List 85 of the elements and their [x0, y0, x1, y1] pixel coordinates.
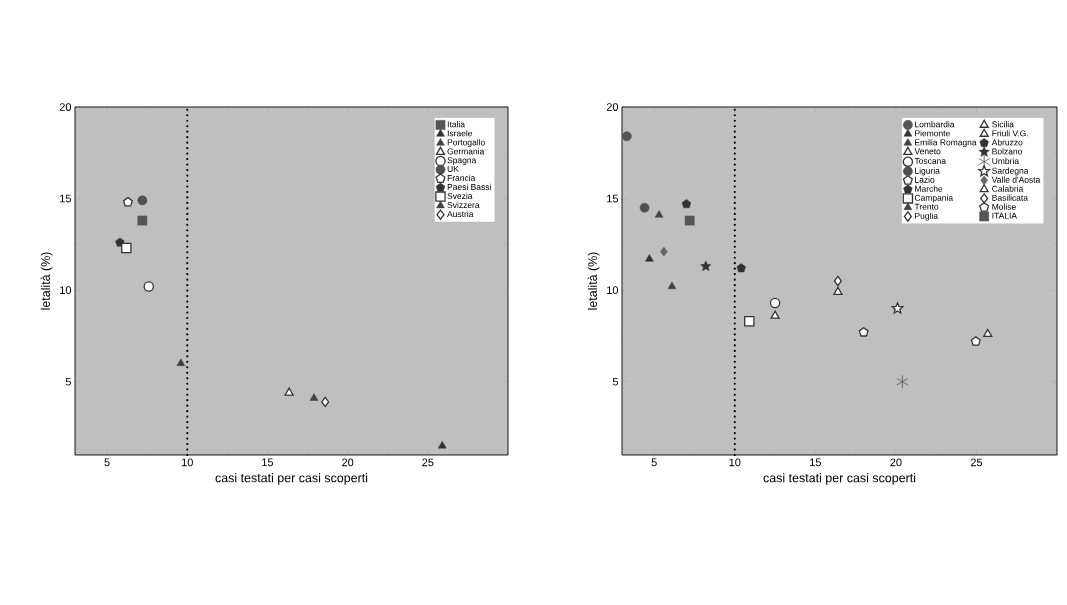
x-tick-label: 15	[810, 458, 821, 467]
legend-label: Trento	[914, 203, 939, 210]
y-tick-label: 20	[606, 103, 619, 111]
y-tick-label: 10	[607, 286, 619, 295]
legend-label: Marche	[915, 185, 943, 192]
point	[769, 297, 781, 309]
x-tick-label: 25	[422, 458, 434, 467]
y-axis-title: letalità (%)	[587, 252, 600, 310]
legend-label: Abruzzo	[991, 139, 1023, 146]
legend-label: ITALIA	[992, 212, 1017, 219]
legend-label: Germania	[447, 148, 485, 155]
point	[309, 393, 319, 401]
y-tick-label: 20	[59, 103, 72, 111]
y-axis-title: letalità (%)	[40, 252, 53, 310]
legend-label: Liguria	[915, 167, 940, 176]
legend-label: Lombardia	[915, 121, 955, 128]
point	[321, 396, 330, 408]
x-tick-label: 5	[104, 458, 110, 467]
x-axis-title: casi testati per casi scoperti	[763, 473, 916, 485]
point	[736, 263, 746, 273]
point	[654, 210, 664, 218]
point	[143, 281, 155, 292]
point	[891, 302, 904, 314]
x-tick-label: 15	[262, 458, 274, 467]
point	[667, 281, 677, 290]
legend-label: Austria	[447, 210, 474, 218]
point	[284, 387, 294, 396]
legend-label: Calabria	[992, 185, 1024, 192]
point	[639, 202, 650, 213]
y-tick-label: 15	[607, 194, 619, 203]
legend-label: Italia	[447, 121, 465, 128]
point	[858, 327, 869, 337]
legend-label: Svizzera	[447, 201, 480, 209]
point	[700, 260, 712, 272]
legend-label: Umbria	[992, 157, 1020, 165]
legend-label: Sicilia	[992, 121, 1014, 128]
point	[176, 358, 186, 366]
x-tick-label: 5	[651, 458, 657, 467]
point	[645, 254, 654, 262]
y-tick-label: 10	[60, 286, 72, 295]
y-tick-label: 15	[60, 194, 72, 203]
legend-label: Paesi Bassi	[447, 183, 491, 190]
point	[896, 374, 909, 389]
legend-label: Veneto	[914, 148, 941, 155]
legend-label: Friuli V.G.	[992, 130, 1028, 137]
x-tick-label: 25	[970, 458, 983, 467]
legend-label: Portogallo	[447, 139, 485, 148]
y-tick-label: 5	[65, 377, 72, 386]
legend-label: Bolzano	[992, 148, 1022, 155]
legend-label: Campania	[914, 194, 954, 203]
legend-label: Israele	[447, 130, 473, 137]
y-tick-label: 5	[612, 377, 619, 386]
legend-label: Sardegna	[992, 167, 1029, 176]
point	[621, 131, 632, 142]
point	[660, 246, 668, 257]
legend-label: Puglia	[915, 212, 938, 221]
point	[833, 286, 843, 295]
x-tick-label: 20	[890, 458, 902, 467]
legend-label: Spagna	[447, 157, 477, 165]
legend-label: Toscana	[914, 158, 947, 164]
point	[770, 310, 780, 319]
x-tick-label: 10	[729, 458, 741, 467]
legend-label: Molise	[992, 203, 1016, 210]
point	[970, 336, 981, 346]
legend-label: Lazio	[915, 176, 935, 183]
legend-label: Valle d'Aosta	[991, 176, 1041, 183]
x-tick-label: 10	[181, 458, 193, 467]
legend-label: Basilicata	[992, 194, 1028, 201]
point	[684, 215, 695, 226]
point	[438, 440, 447, 449]
point	[744, 316, 755, 327]
point	[137, 195, 148, 206]
point	[122, 196, 133, 207]
legend-label: Piemonte	[915, 130, 950, 137]
point	[983, 328, 993, 338]
legend-label: Francia	[447, 174, 476, 181]
x-tick-label: 20	[342, 458, 354, 467]
point	[121, 242, 132, 254]
legend-label: UK	[447, 166, 459, 172]
point	[137, 215, 148, 226]
legend-label: Svezia	[447, 192, 473, 200]
x-axis-title: casi testati per casi scoperti	[215, 473, 368, 485]
point	[681, 199, 692, 209]
legend-label: Emilia Romagna	[915, 139, 977, 148]
point	[833, 275, 842, 287]
